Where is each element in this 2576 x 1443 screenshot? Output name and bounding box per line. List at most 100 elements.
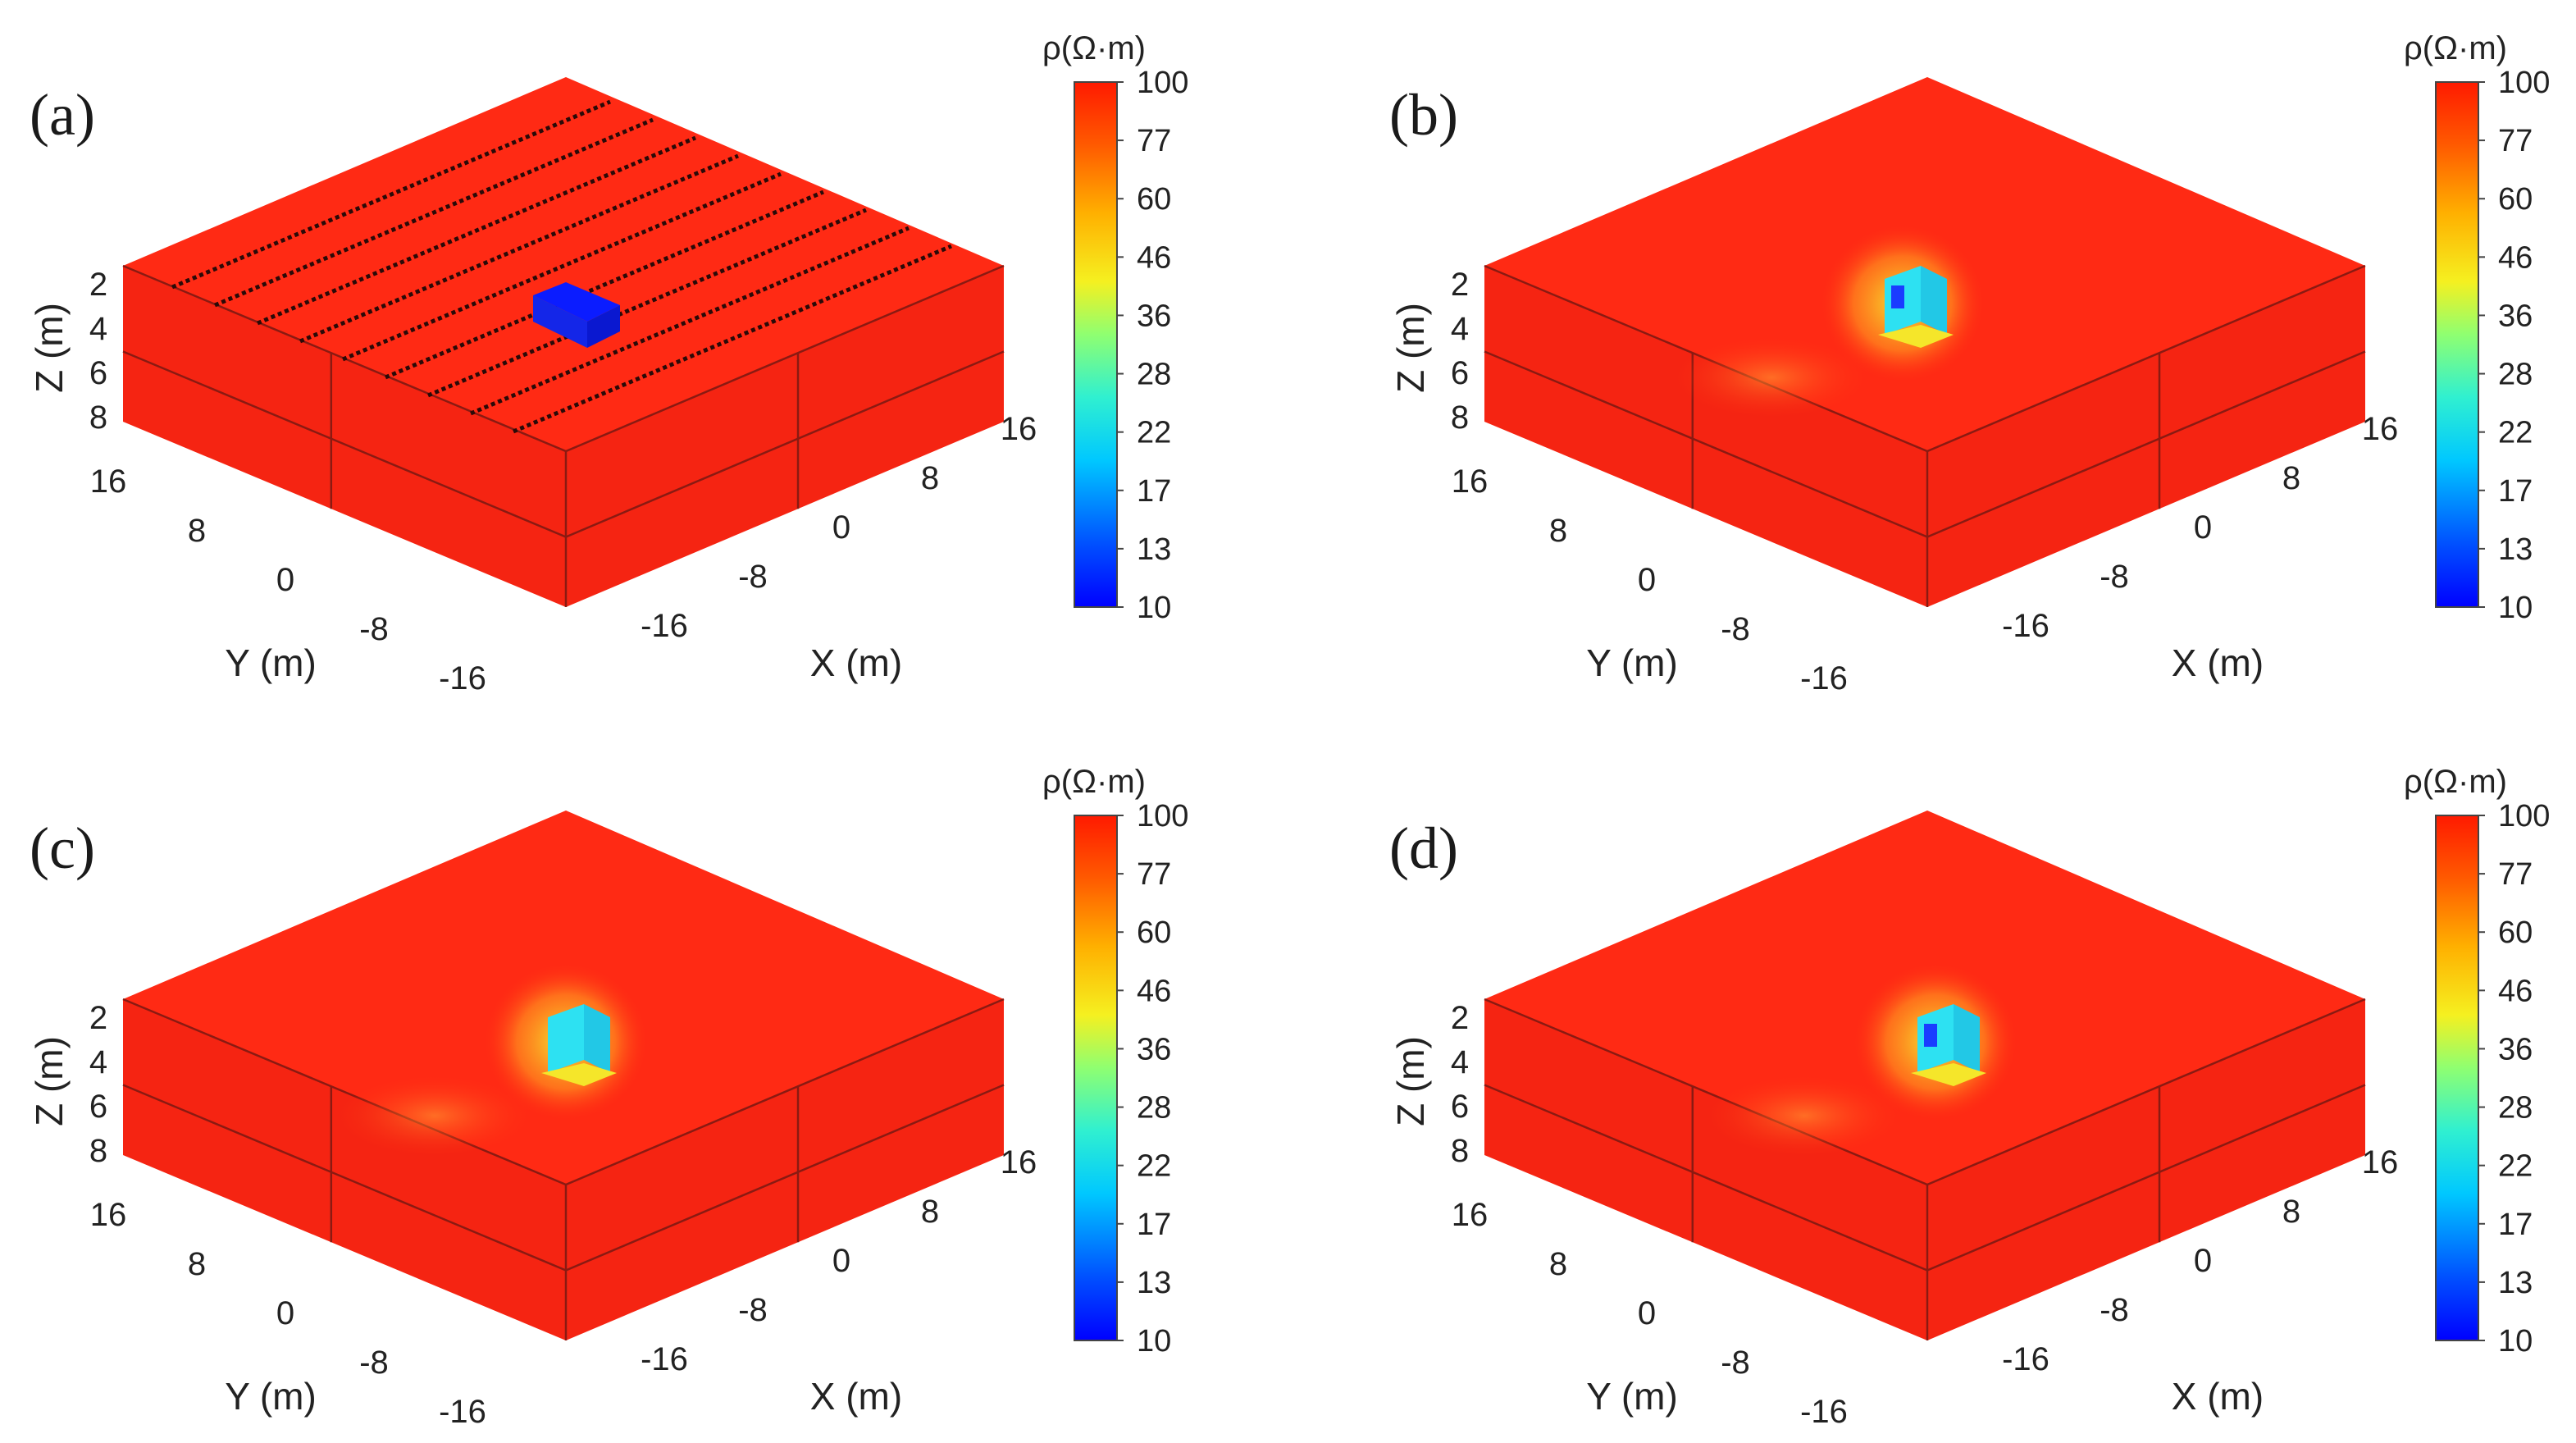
anomaly-rim [1911,1063,1986,1086]
colorbar-tick: 10 [2498,591,2533,625]
y-tick: 0 [1638,1295,1656,1331]
smear-blob [1706,1075,1903,1157]
panel-label: (a) [30,82,95,148]
z-tick: 4 [1451,1044,1469,1080]
colorbar-tick: 77 [1137,857,1171,892]
colorbar-tick: 22 [2498,416,2533,450]
smear-blob [336,1075,533,1157]
x-tick: 0 [832,1243,850,1279]
panel-label: (d) [1389,815,1458,881]
y-tick: -16 [439,1394,486,1430]
y-tick: -16 [1800,1394,1848,1430]
colorbar-title: ρ(Ω·m) [2404,764,2507,800]
z-tick: 8 [89,400,107,436]
colorbar-tick: 36 [2498,299,2533,333]
electrode-line [214,117,654,308]
colorbar-tick: 10 [1137,1324,1171,1359]
colorbar-tick: 13 [2498,1266,2533,1300]
anomaly-top [533,282,620,322]
colorbar-tick: 36 [2498,1032,2533,1066]
electrode-line [385,190,824,380]
x-tick: 8 [2282,1194,2300,1230]
x-tick: -8 [2100,559,2129,595]
block-right-face [566,266,1004,607]
colorbar-tick: 77 [2498,124,2533,158]
block-left-face [1484,999,1927,1340]
anomaly-left [533,295,587,348]
z-axis-label: Z (m) [1389,303,1432,393]
y-axis-label: Y (m) [1586,1375,1678,1418]
y-tick: 8 [1549,1246,1567,1282]
y-tick: 16 [90,463,127,500]
anomaly-core-side [584,1004,610,1073]
z-tick: 4 [1451,311,1469,347]
colorbar-tick: 36 [1137,299,1171,333]
colorbar-title: ρ(Ω·m) [1042,764,1146,800]
x-tick: 16 [1001,1144,1037,1180]
z-tick: 6 [89,355,107,391]
block-left-face [123,266,566,607]
colorbar-tick: 100 [1137,799,1188,833]
colorbar-tick: 46 [1137,240,1171,275]
z-axis-label: Z (m) [28,1036,71,1126]
colorbar-tick: 60 [1137,182,1171,217]
y-tick: -8 [1721,1345,1750,1381]
colorbar-tick: 10 [1137,591,1171,625]
colorbar-title: ρ(Ω·m) [2404,30,2507,66]
colorbar-tick: 22 [1137,416,1171,450]
colorbar-tick: 28 [1137,1091,1171,1126]
anomaly-min [1891,285,1904,308]
electrode-line [427,208,867,398]
colorbar-tick: 22 [2498,1149,2533,1184]
y-tick: 0 [276,562,294,598]
x-tick: -8 [738,559,768,595]
x-tick: 0 [2194,509,2212,546]
colorbar-tick: 22 [1137,1149,1171,1184]
y-tick: -8 [1721,611,1750,647]
block-right-face [1927,999,2365,1340]
x-tick: -16 [641,1341,688,1377]
colorbar-tick: 60 [1137,916,1171,950]
electrode-line [513,244,952,434]
block-left-face [1484,266,1927,607]
z-axis-label: Z (m) [28,303,71,393]
y-tick: 16 [90,1197,127,1233]
z-tick: 2 [89,1000,107,1036]
colorbar-tick: 13 [2498,532,2533,567]
block-left-face [123,999,566,1340]
colorbar-tick: 17 [1137,474,1171,509]
anomaly-min [1924,1024,1937,1047]
x-tick: 8 [921,1194,939,1230]
y-tick: -16 [439,660,486,696]
x-axis-label: X (m) [2172,642,2264,684]
smear-blob [1673,336,1870,418]
colorbar-tick: 100 [2498,799,2550,833]
colorbar-tick: 46 [2498,240,2533,275]
x-tick: -8 [2100,1292,2129,1328]
y-tick: -8 [359,611,389,647]
x-tick: -16 [2002,1341,2049,1377]
anomaly-core-side [1921,266,1947,335]
y-tick: 8 [188,1246,206,1282]
electrode-line [171,99,611,290]
colorbar [1074,815,1118,1341]
z-tick: 2 [1451,1000,1469,1036]
electrode-line [470,226,910,416]
colorbar-tick: 60 [2498,182,2533,217]
z-tick: 6 [1451,355,1469,391]
y-tick: 0 [276,1295,294,1331]
electrode-line [342,171,782,362]
colorbar-tick: 17 [2498,1208,2533,1242]
panel-label: (c) [30,815,95,881]
anomaly-rim [1878,325,1954,348]
colorbar-tick: 17 [1137,1208,1171,1242]
z-tick: 2 [89,267,107,303]
anomaly-right [587,305,620,348]
x-tick: 0 [2194,1243,2212,1279]
x-axis-label: X (m) [2172,1375,2264,1418]
x-tick: -8 [738,1292,768,1328]
